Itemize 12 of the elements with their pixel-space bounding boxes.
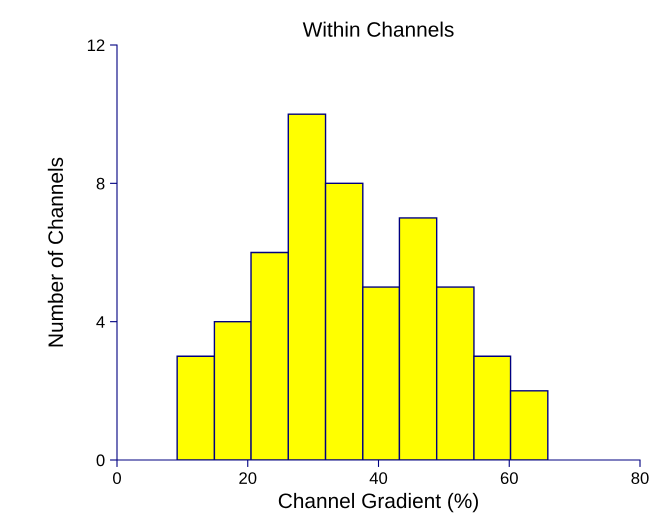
y-tick-label: 12 xyxy=(88,39,104,52)
x-tick-label: 40 xyxy=(370,472,388,484)
y-axis-title: Number of Channels xyxy=(48,158,64,346)
x-tick-label: 20 xyxy=(239,472,256,484)
x-tick-label: 80 xyxy=(631,472,649,484)
x-tick-label: 60 xyxy=(500,472,518,484)
y-tick-label: 4 xyxy=(96,316,105,328)
x-tick-label: 0 xyxy=(113,472,121,484)
y-tick-label: 8 xyxy=(96,178,104,190)
y-tick-label: 0 xyxy=(96,454,105,466)
x-axis-title: Channel Gradient (%) xyxy=(278,492,478,512)
chart-title: Within Channels xyxy=(302,22,454,37)
